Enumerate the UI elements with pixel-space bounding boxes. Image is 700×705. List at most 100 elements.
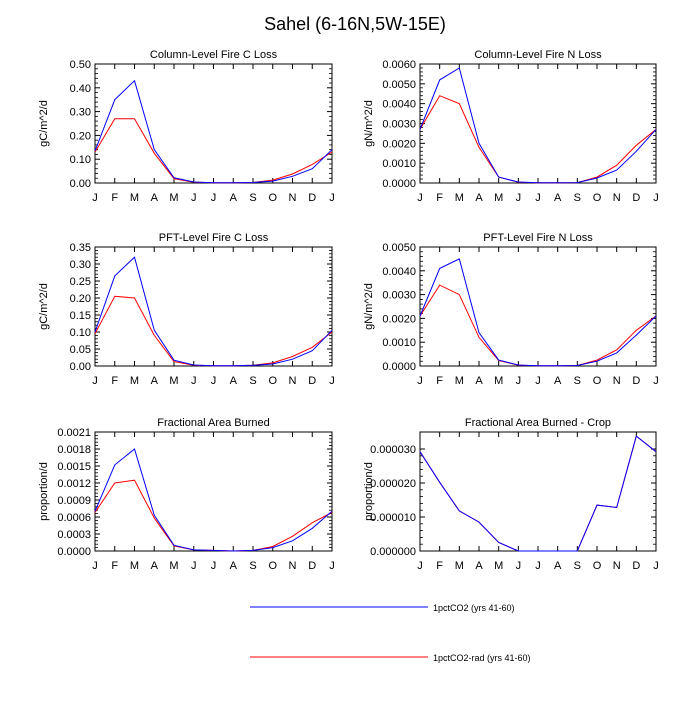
x-tick-label: S (574, 375, 581, 387)
x-tick-label: D (632, 375, 640, 387)
x-tick-label: J (329, 375, 335, 387)
panel-title: Column-Level Fire N Loss (474, 49, 602, 61)
x-tick-label: J (516, 375, 522, 387)
y-tick-label: 0.0030 (382, 119, 416, 131)
x-tick-label: J (92, 560, 98, 572)
panel-title: Column-Level Fire C Loss (150, 49, 278, 61)
x-tick-label: F (436, 375, 443, 387)
x-tick-label: M (494, 375, 503, 387)
x-tick-label: F (436, 560, 443, 572)
x-tick-label: M (130, 192, 139, 204)
x-tick-label: D (632, 560, 640, 572)
y-axis-label: proportion/d (363, 462, 375, 521)
plot-frame (94, 246, 333, 367)
y-tick-label: 0.000010 (370, 512, 416, 524)
y-tick-label: 0.10 (70, 327, 91, 339)
x-tick-label: A (554, 560, 562, 572)
x-tick-label: A (151, 192, 159, 204)
panel-title: PFT-Level Fire N Loss (483, 232, 593, 244)
x-tick-label: A (475, 560, 483, 572)
x-tick-label: J (191, 560, 197, 572)
x-tick-label: J (417, 192, 423, 204)
y-tick-label: 0.0012 (57, 478, 91, 490)
x-tick-label: J (191, 375, 197, 387)
x-tick-label: M (130, 375, 139, 387)
series-line-red (419, 284, 657, 367)
x-tick-label: S (574, 192, 581, 204)
y-tick-label: 0.0003 (57, 529, 91, 541)
panel-title: Fractional Area Burned (157, 417, 270, 429)
x-tick-label: N (613, 192, 621, 204)
x-tick-label: J (92, 192, 98, 204)
x-tick-label: J (92, 375, 98, 387)
y-tick-label: 0.000000 (370, 546, 416, 558)
y-axis-label: gC/m^2/d (38, 100, 50, 147)
x-tick-label: D (308, 560, 316, 572)
x-tick-label: F (111, 192, 118, 204)
x-tick-label: M (169, 375, 178, 387)
x-tick-label: M (494, 560, 503, 572)
x-tick-label: N (289, 560, 297, 572)
x-tick-label: J (535, 375, 541, 387)
x-tick-label: A (475, 192, 483, 204)
x-tick-label: M (455, 375, 464, 387)
y-tick-label: 0.30 (70, 107, 91, 119)
y-tick-label: 0.0000 (382, 178, 416, 190)
x-tick-label: A (230, 192, 238, 204)
x-tick-label: F (111, 375, 118, 387)
x-tick-label: A (554, 375, 562, 387)
y-tick-label: 0.00 (70, 178, 91, 190)
y-tick-label: 0.25 (70, 276, 91, 288)
x-tick-label: D (308, 192, 316, 204)
series-line-red (94, 479, 333, 552)
plot-frame (419, 63, 657, 184)
x-tick-label: S (574, 560, 581, 572)
y-axis-label: gN/m^2/d (363, 283, 375, 330)
x-tick-label: S (249, 192, 256, 204)
x-tick-label: M (455, 560, 464, 572)
y-axis-label: gN/m^2/d (363, 100, 375, 147)
x-tick-label: J (516, 192, 522, 204)
series-line-blue (94, 79, 333, 184)
x-tick-label: J (417, 560, 423, 572)
x-tick-label: M (169, 192, 178, 204)
x-tick-label: N (613, 560, 621, 572)
y-tick-label: 0.0015 (57, 461, 91, 473)
x-tick-label: F (111, 560, 118, 572)
panel-1: Column-Level Fire C Loss gC/m^2/d 0.00 0.10… (38, 49, 335, 204)
series-line-red (419, 95, 657, 184)
x-tick-label: O (268, 192, 277, 204)
panel-3: PFT-Level Fire C Loss gC/m^2/d 0.00 0.05 0.1… (38, 232, 335, 387)
y-tick-label: 0.30 (70, 259, 91, 271)
y-tick-label: 0.0000 (57, 546, 91, 558)
y-tick-label: 0.20 (70, 130, 91, 142)
x-tick-label: M (494, 192, 503, 204)
x-tick-label: J (535, 192, 541, 204)
y-tick-label: 0.0040 (382, 99, 416, 111)
x-tick-label: N (289, 192, 297, 204)
panel-title: Fractional Area Burned - Crop (465, 417, 611, 429)
y-tick-label: 0.40 (70, 83, 91, 95)
x-tick-label: A (151, 560, 159, 572)
y-tick-label: 0.0010 (382, 158, 416, 170)
y-tick-label: 0.0020 (382, 313, 416, 325)
y-tick-label: 0.50 (70, 59, 91, 71)
y-tick-label: 0.0020 (382, 138, 416, 150)
x-tick-label: N (613, 375, 621, 387)
x-tick-label: M (455, 192, 464, 204)
x-tick-label: D (632, 192, 640, 204)
y-tick-label: 0.0030 (382, 290, 416, 302)
x-tick-label: A (230, 375, 238, 387)
y-tick-label: 0.00 (70, 361, 91, 373)
x-tick-label: J (191, 192, 197, 204)
y-tick-label: 0.000020 (370, 478, 416, 490)
x-tick-label: A (475, 375, 483, 387)
series-line-blue (94, 256, 333, 367)
series-line-red (94, 295, 333, 367)
panel-4: PFT-Level Fire N Loss gN/m^2/d 0.0000 0.001… (363, 232, 659, 387)
y-tick-label: 0.0050 (382, 242, 416, 254)
y-tick-label: 0.05 (70, 344, 91, 356)
x-tick-label: A (554, 192, 562, 204)
legend: 1pctCO2 (yrs 41-60) 1pctCO2-rad (yrs 41-… (250, 603, 531, 663)
